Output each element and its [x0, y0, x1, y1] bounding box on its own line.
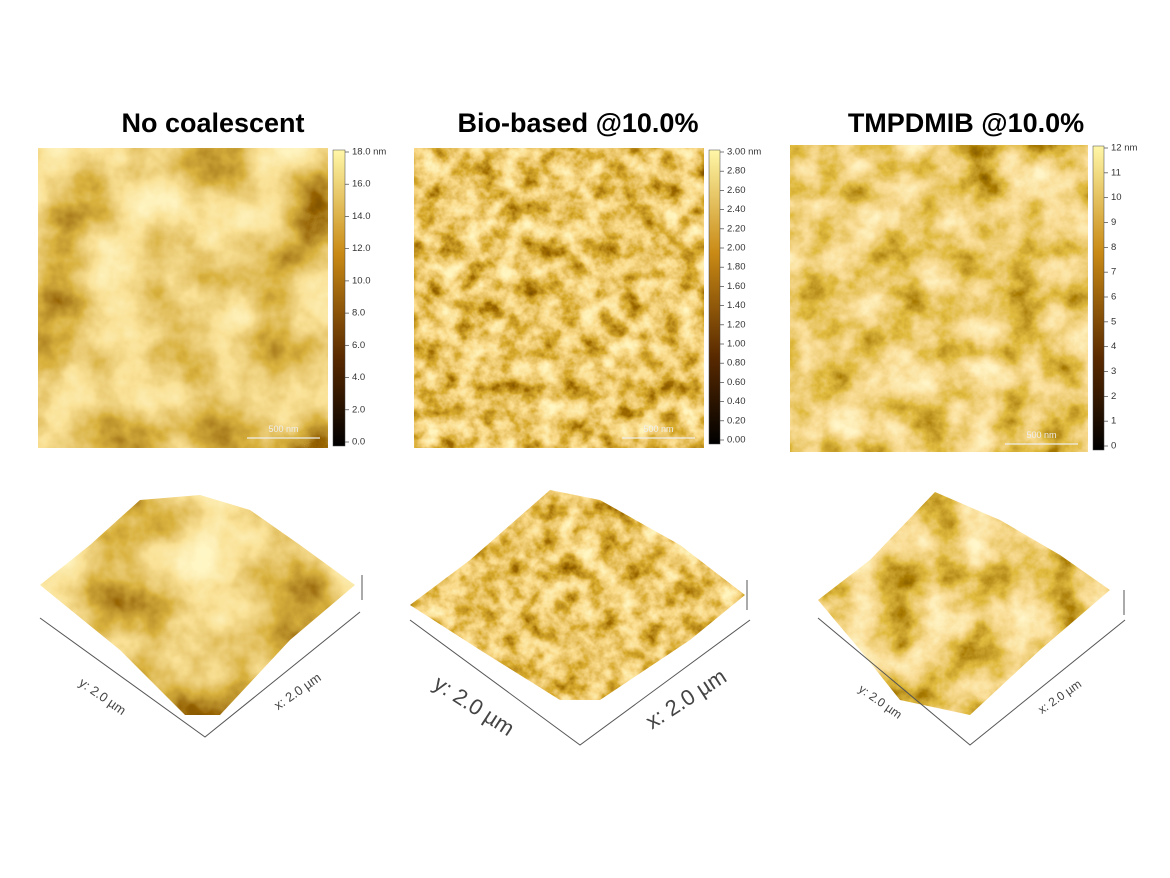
colorbar-label: 2.0	[352, 404, 365, 415]
x-axis-label: x: 2.0 µm	[1035, 677, 1084, 717]
axes-3d	[39, 611, 361, 738]
y-axis-label: y: 2.0 µm	[76, 675, 129, 718]
colorbar-label: 2.00	[727, 243, 746, 254]
colorbar-label: 2.80	[727, 166, 746, 177]
colorbar	[708, 149, 721, 445]
colorbar-label: 1.20	[727, 319, 746, 330]
colorbar-label: 7	[1111, 267, 1116, 278]
colorbar-label: 6	[1111, 292, 1116, 303]
colorbar-label: 0.0	[352, 437, 365, 448]
afm-image	[38, 148, 328, 448]
colorbar-label: 2	[1111, 391, 1116, 402]
colorbar-label: 0.80	[727, 358, 746, 369]
colorbar-label: 11	[1111, 167, 1121, 178]
colorbar-label: 4	[1111, 341, 1116, 352]
colorbar-label: 4.0	[352, 372, 365, 383]
panel-title: No coalescent	[121, 108, 304, 138]
colorbar-label: 1	[1111, 416, 1116, 427]
x-axis-label: x: 2.0 µm	[641, 663, 731, 733]
colorbar-label: 1.00	[727, 339, 746, 350]
colorbar-label: 12 nm	[1111, 143, 1137, 154]
axes-3d	[409, 619, 751, 746]
surface-3d	[40, 495, 355, 715]
panel-title: TMPDMIB @10.0%	[848, 108, 1084, 138]
colorbar-label: 5	[1111, 316, 1116, 327]
colorbar-label: 18.0 nm	[352, 147, 386, 158]
colorbar-label: 3.00 nm	[727, 147, 761, 158]
colorbar-label: 10.0	[352, 275, 371, 286]
colorbar-label: 8	[1111, 242, 1116, 253]
colorbar-label: 3	[1111, 366, 1116, 377]
scale-bar-label: 500 nm	[643, 424, 673, 434]
colorbar-label: 0.20	[727, 415, 746, 426]
colorbar-label: 12.0	[352, 243, 371, 254]
colorbar-label: 1.40	[727, 300, 746, 311]
colorbar	[1092, 145, 1105, 451]
y-axis-label: y: 2.0 µm	[429, 670, 519, 740]
colorbar-label: 14.0	[352, 211, 371, 222]
colorbar-label: 1.80	[727, 262, 746, 273]
colorbar-label: 9	[1111, 217, 1116, 228]
colorbar-label: 2.60	[727, 185, 746, 196]
x-axis-label: x: 2.0 µm	[271, 670, 324, 713]
panel-title: Bio-based @10.0%	[458, 108, 699, 138]
colorbar-label: 0.60	[727, 377, 746, 388]
colorbar	[332, 149, 346, 447]
colorbar-label: 1.60	[727, 281, 746, 292]
colorbar-label: 0.40	[727, 396, 746, 407]
colorbar-label: 8.0	[352, 308, 365, 319]
colorbar-label: 10	[1111, 192, 1122, 203]
axes-3d	[817, 617, 1126, 746]
surface-3d	[410, 490, 745, 700]
colorbar-label: 0	[1111, 441, 1116, 452]
afm-image	[790, 145, 1088, 452]
afm-image	[414, 148, 704, 448]
surface-3d	[818, 492, 1110, 715]
colorbar-label: 2.20	[727, 223, 746, 234]
scale-bar-label: 500 nm	[268, 424, 298, 434]
colorbar-label: 2.40	[727, 204, 746, 215]
scale-bar-label: 500 nm	[1026, 430, 1056, 440]
colorbar-label: 6.0	[352, 340, 365, 351]
colorbar-label: 0.00	[727, 435, 746, 446]
colorbar-label: 16.0	[352, 179, 371, 190]
